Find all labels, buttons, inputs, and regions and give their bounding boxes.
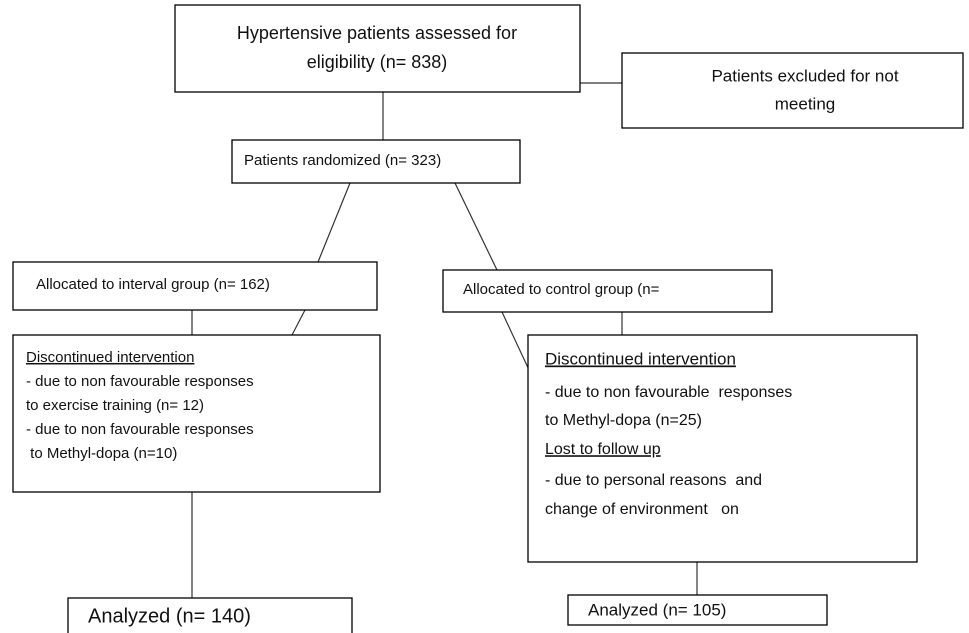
connector	[501, 311, 531, 373]
section-heading: Discontinued intervention	[545, 349, 736, 368]
node-text: Patients randomized (n= 323)	[244, 152, 441, 169]
box	[67, 597, 353, 633]
node-text: to exercise training (n= 12)	[26, 397, 204, 414]
box	[12, 334, 381, 493]
node-text: Allocated to interval group (n= 162)	[36, 276, 270, 293]
box	[174, 4, 581, 93]
node-text: eligibility (n= 838)	[307, 52, 448, 72]
section-heading: Lost to follow up	[545, 441, 661, 458]
connector	[291, 309, 306, 336]
node-text: to Methyl-dopa (n=25)	[545, 412, 702, 429]
box	[621, 52, 964, 129]
node-text: Allocated to control group (n=	[463, 281, 660, 298]
node-text: Patients excluded for not	[711, 66, 898, 85]
box	[231, 139, 521, 184]
node-text: - due to non favourable responses	[26, 373, 254, 390]
box	[567, 594, 828, 626]
connector	[454, 182, 498, 271]
connectors	[191, 82, 698, 598]
box	[12, 261, 378, 311]
box	[527, 334, 918, 563]
node-text: Analyzed (n= 140)	[88, 605, 251, 627]
node-text: Hypertensive patients assessed for	[237, 23, 517, 43]
node-text: change of environment on	[545, 501, 739, 518]
box	[442, 269, 773, 313]
node-text: - due to non favourable responses	[26, 421, 254, 438]
section-heading: Discontinued intervention	[26, 349, 194, 366]
node-text: Analyzed (n= 105)	[588, 600, 726, 619]
node-text: to Methyl-dopa (n=10)	[26, 445, 177, 462]
node-text: - due to personal reasons and	[545, 472, 762, 489]
node-text: meeting	[775, 94, 835, 113]
node-text: - due to non favourable responses	[545, 384, 792, 401]
connector	[317, 182, 351, 263]
